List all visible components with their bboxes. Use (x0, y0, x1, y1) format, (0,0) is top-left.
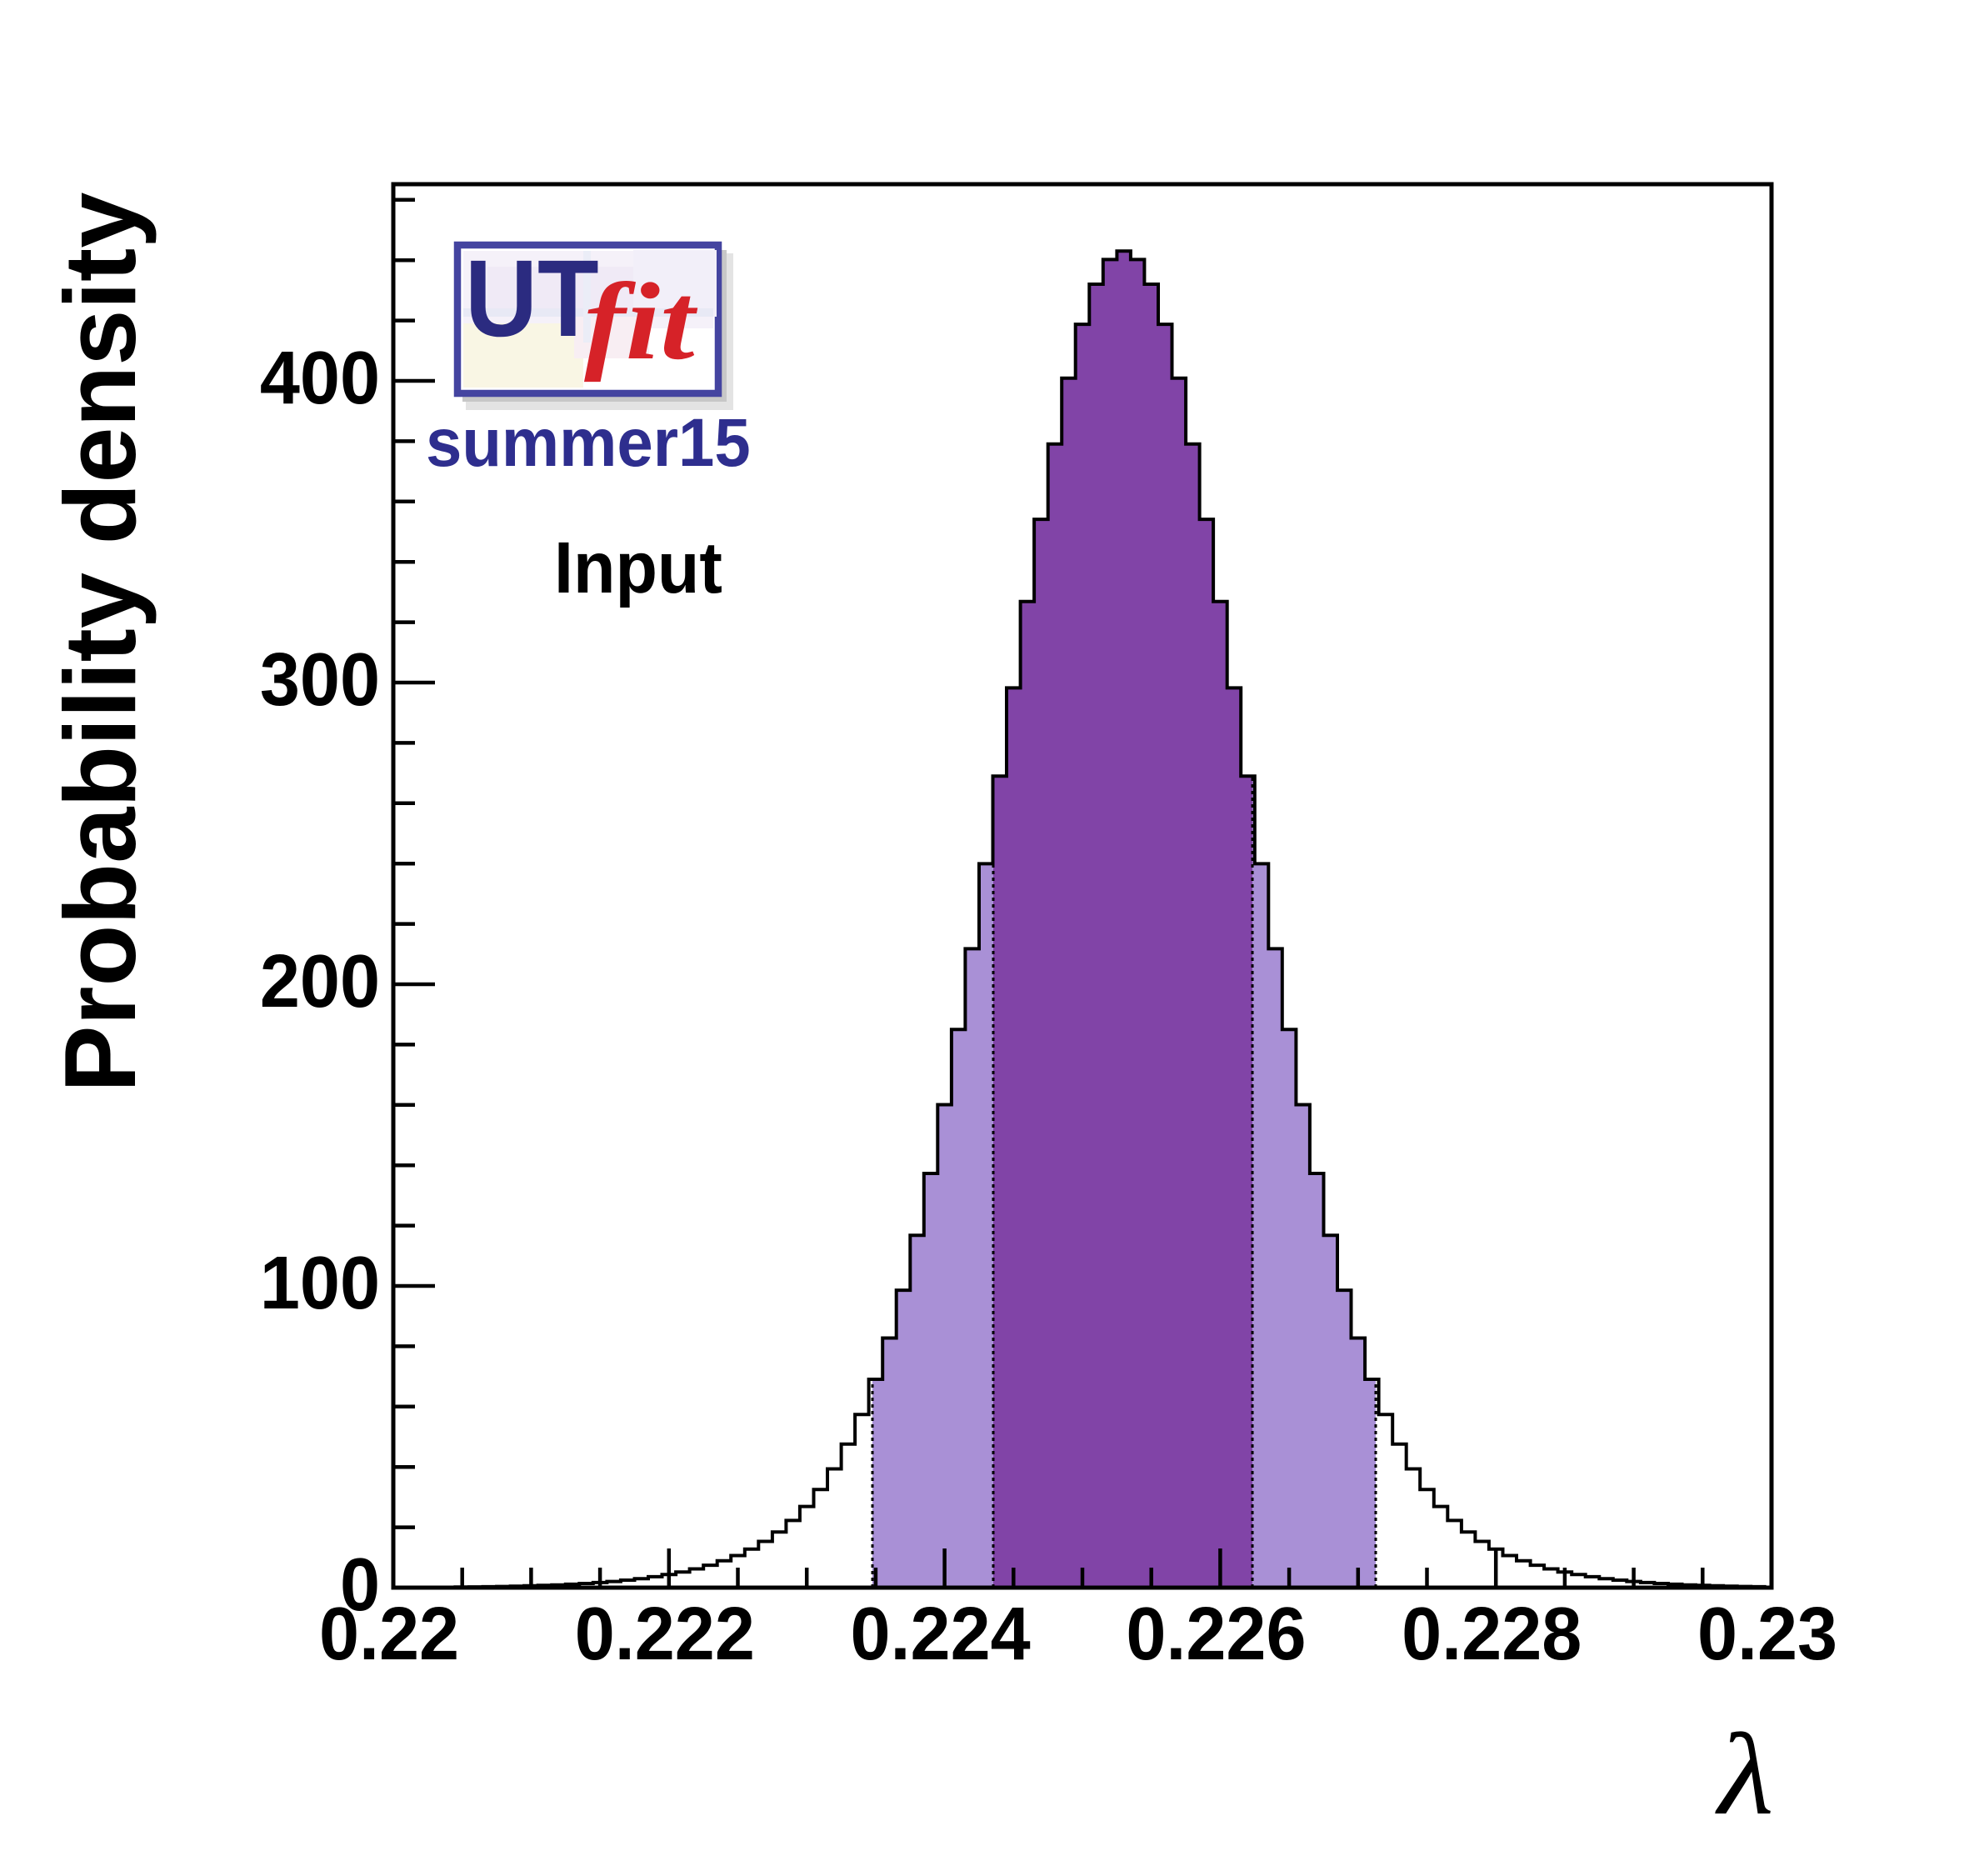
svg-text:100: 100 (260, 1240, 380, 1324)
svg-text:300: 300 (260, 637, 380, 721)
svg-text:0: 0 (340, 1542, 380, 1626)
svg-text:0.23: 0.23 (1697, 1591, 1837, 1675)
svg-text:0.224: 0.224 (851, 1591, 1031, 1675)
svg-text:UT: UT (465, 237, 599, 359)
svg-text:0.22: 0.22 (319, 1591, 459, 1675)
svg-text:0.222: 0.222 (575, 1591, 755, 1675)
svg-text:Input: Input (554, 527, 722, 608)
svg-text:summer15: summer15 (426, 404, 751, 480)
svg-text:Probability density: Probability density (42, 193, 157, 1093)
svg-text:λ: λ (1715, 1709, 1774, 1838)
svg-text:0.228: 0.228 (1402, 1591, 1582, 1675)
svg-text:0.226: 0.226 (1126, 1591, 1306, 1675)
svg-text:400: 400 (260, 335, 380, 419)
svg-text:200: 200 (260, 938, 380, 1023)
svg-text:fit: fit (584, 261, 698, 383)
